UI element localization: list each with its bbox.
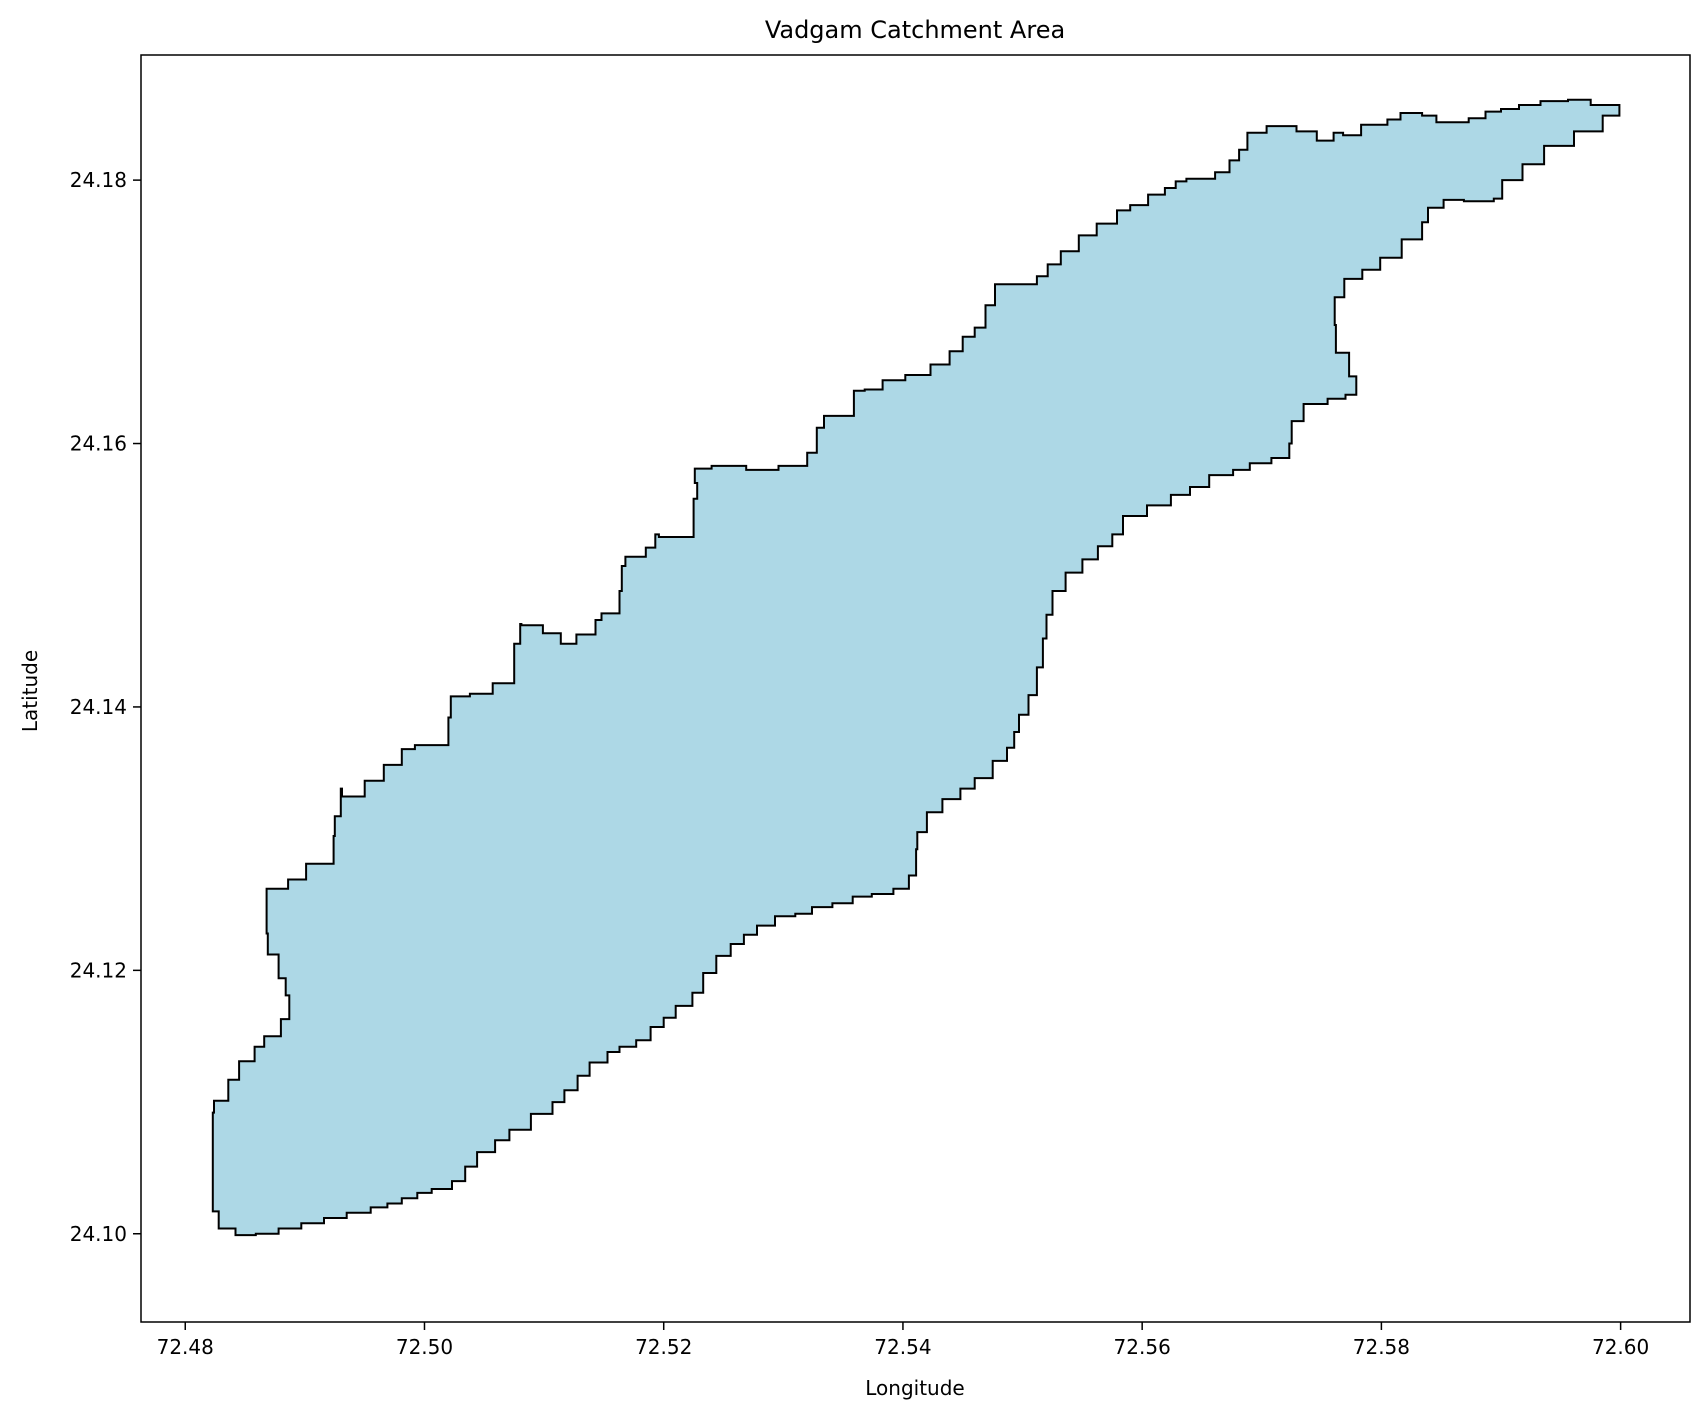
x-tick-label: 72.58 <box>1353 1335 1410 1359</box>
x-tick-label: 72.56 <box>1114 1335 1171 1359</box>
axes-frame <box>140 54 1691 1323</box>
x-tick-label: 72.50 <box>396 1335 453 1359</box>
y-axis-ticks: 24.10 24.12 24.14 24.16 24.18 <box>70 168 141 1246</box>
x-tick-label: 72.54 <box>874 1335 931 1359</box>
y-axis-label: Latitude <box>18 650 42 732</box>
x-tick-label: 72.60 <box>1592 1335 1649 1359</box>
x-axis-label: Longitude <box>865 1376 964 1400</box>
y-tick-label: 24.18 <box>70 168 127 192</box>
y-tick-label: 24.10 <box>70 1222 127 1246</box>
y-tick-label: 24.14 <box>70 695 127 719</box>
x-tick-label: 72.52 <box>635 1335 692 1359</box>
y-tick-label: 24.16 <box>70 432 127 456</box>
x-tick-label: 72.48 <box>157 1335 214 1359</box>
y-tick-label: 24.12 <box>70 958 127 982</box>
catchment-polygon <box>211 98 1621 1237</box>
chart-title: Vadgam Catchment Area <box>765 16 1065 44</box>
x-axis-ticks: 72.48 72.50 72.52 72.54 72.56 72.58 72.60 <box>157 1322 1649 1359</box>
plot-area <box>211 98 1621 1237</box>
